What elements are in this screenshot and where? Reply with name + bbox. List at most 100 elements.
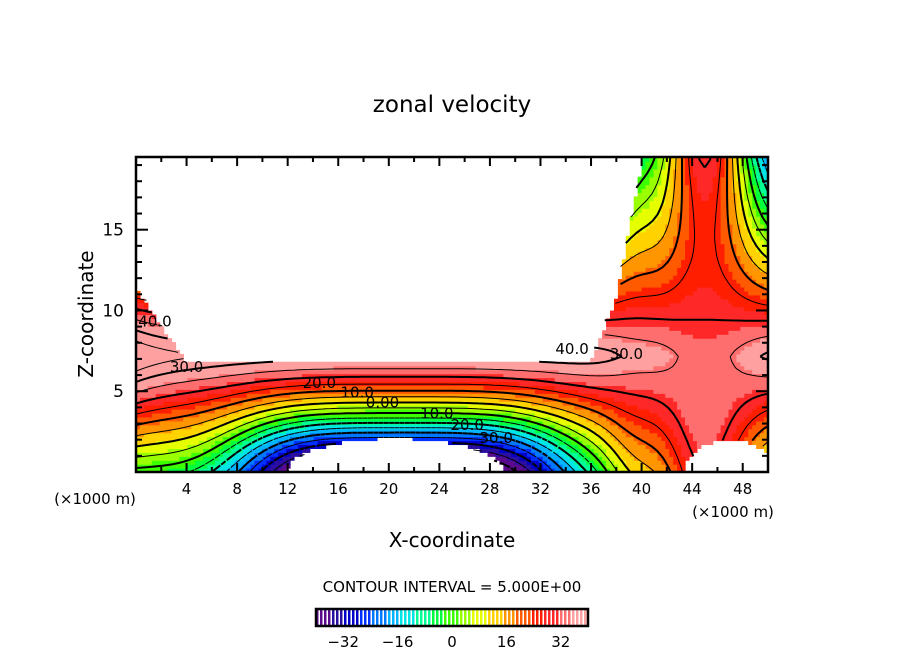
field-cell <box>704 286 710 292</box>
field-cell <box>420 377 425 383</box>
field-cell <box>661 405 666 410</box>
field-cell <box>669 389 674 394</box>
field-cell <box>294 428 299 434</box>
field-cell <box>455 397 461 402</box>
field-cell <box>673 326 678 331</box>
field-cell <box>452 405 457 410</box>
field-cell <box>266 412 271 418</box>
field-cell <box>159 448 165 453</box>
field-cell <box>143 397 149 402</box>
field-cell <box>700 322 706 327</box>
field-cell <box>712 432 718 438</box>
field-cell <box>598 428 603 434</box>
field-cell <box>258 464 263 469</box>
field-cell <box>211 448 216 453</box>
field-cell <box>692 385 698 390</box>
field-cell <box>483 381 489 386</box>
field-cell <box>309 420 315 426</box>
field-cell <box>700 377 706 383</box>
field-cell <box>708 180 714 186</box>
field-cell <box>242 440 248 446</box>
field-cell <box>203 405 208 410</box>
field-cell <box>507 377 512 383</box>
field-cell <box>258 389 263 394</box>
field-cell <box>617 448 623 453</box>
field-cell <box>629 416 635 422</box>
field-cell <box>704 283 710 288</box>
field-cell <box>708 393 714 398</box>
field-cell <box>696 428 702 434</box>
field-cell <box>661 326 666 331</box>
field-cell <box>681 452 686 457</box>
field-cell <box>649 239 655 245</box>
field-cell <box>681 200 686 205</box>
field-cell <box>689 322 694 327</box>
field-cell <box>487 393 493 398</box>
field-cell <box>211 440 216 446</box>
field-cell <box>448 385 453 390</box>
field-cell <box>653 204 658 209</box>
field-cell <box>222 432 228 438</box>
field-cell <box>661 306 666 312</box>
field-cell <box>704 251 710 257</box>
field-cell <box>657 235 662 241</box>
field-cell <box>262 440 267 446</box>
field-cell <box>242 409 248 414</box>
field-cell <box>325 412 331 418</box>
field-cell <box>610 444 615 449</box>
field-cell <box>692 424 698 430</box>
field-cell <box>677 342 682 347</box>
field-cell <box>531 385 536 390</box>
field-cell <box>558 409 564 414</box>
field-cell <box>234 440 240 446</box>
field-cell <box>673 306 678 312</box>
field-cell <box>511 405 516 410</box>
field-cell <box>523 389 528 394</box>
field-cell <box>459 369 465 375</box>
field-cell <box>681 192 686 197</box>
field-cell <box>689 267 694 272</box>
field-cell <box>226 385 232 390</box>
field-cell <box>685 361 690 367</box>
field-cell <box>143 401 149 406</box>
field-cell <box>266 464 271 469</box>
field-cell <box>598 424 603 430</box>
field-cell <box>692 330 698 335</box>
field-cell <box>641 373 647 379</box>
field-cell <box>621 302 627 308</box>
field-cell <box>412 412 418 418</box>
field-cell <box>689 444 694 449</box>
field-cell <box>301 436 307 442</box>
field-cell <box>621 294 627 300</box>
field-cell <box>681 326 686 331</box>
field-cell <box>274 452 279 457</box>
field-cell <box>207 361 212 367</box>
field-cell <box>610 428 615 434</box>
field-cell <box>519 409 524 414</box>
field-cell <box>183 444 188 449</box>
field-cell <box>143 385 149 390</box>
field-cell <box>151 468 157 472</box>
field-cell <box>641 243 647 249</box>
field-cell <box>171 353 177 359</box>
field-cell <box>274 409 279 414</box>
field-cell <box>459 424 465 430</box>
field-cell <box>645 290 651 296</box>
field-cell <box>637 338 643 343</box>
field-cell <box>692 326 698 331</box>
field-cell <box>420 361 425 367</box>
field-cell <box>345 377 350 383</box>
field-cell <box>274 369 279 375</box>
field-cell <box>696 192 702 197</box>
field-cell <box>519 397 524 402</box>
field-cell <box>645 353 651 359</box>
field-cell <box>613 369 619 375</box>
field-cell <box>633 412 639 418</box>
field-cell <box>617 405 623 410</box>
field-cell <box>147 361 153 367</box>
field-cell <box>250 377 256 383</box>
field-cell <box>665 361 670 367</box>
field-cell <box>333 405 339 410</box>
field-cell <box>250 448 256 453</box>
field-cell <box>392 409 398 414</box>
